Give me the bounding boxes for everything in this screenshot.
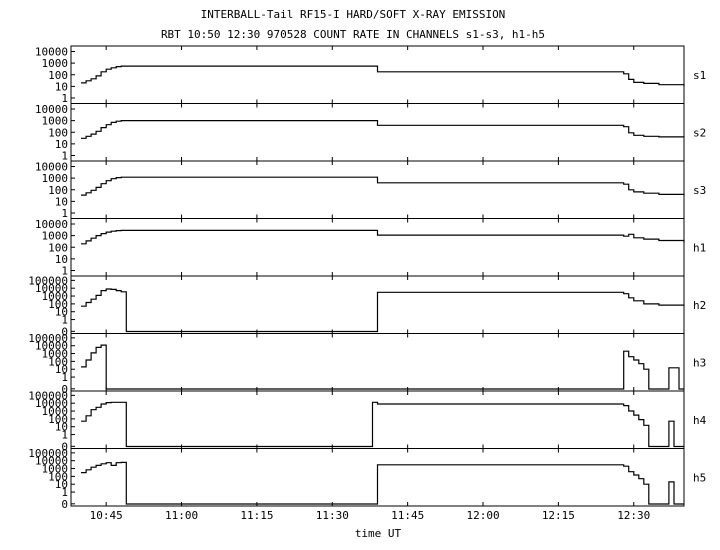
y-tick-label: 100 (48, 298, 68, 311)
y-tick-label: 10000 (35, 397, 68, 410)
y-tick-label: 10000 (35, 45, 68, 58)
panel-label-h1: h1 (693, 241, 706, 254)
y-tick-label: 0 (61, 325, 68, 338)
y-tick-label: 10000 (35, 282, 68, 295)
panel-frame-s2 (70, 103, 685, 162)
y-tick-label: 1000 (42, 115, 69, 128)
panel-frame-s3 (70, 160, 685, 219)
panel-label-h4: h4 (693, 414, 707, 427)
y-tick-label: 10 (55, 478, 68, 491)
panel-frame-h5 (70, 448, 685, 507)
y-tick-label: 1000 (42, 348, 69, 361)
y-tick-label: 100000 (28, 389, 68, 402)
x-tick-label: 11:30 (316, 509, 349, 522)
y-tick-label: 1 (61, 314, 68, 327)
y-tick-label: 10000 (35, 340, 68, 353)
y-tick-label: 100 (48, 470, 68, 483)
y-tick-label: 100000 (28, 447, 68, 460)
y-tick-label: 1 (61, 207, 68, 220)
y-tick-label: 10000 (35, 218, 68, 231)
y-tick-label: 10 (55, 195, 68, 208)
panel-stack: 100001000100101s1100001000100101s2100001… (28, 45, 706, 522)
panel-label-h2: h2 (693, 299, 706, 312)
series-line-h5 (81, 461, 684, 505)
y-tick-label: 10 (55, 421, 68, 434)
x-tick-label: 12:15 (542, 509, 575, 522)
y-tick-label: 1 (61, 150, 68, 163)
panel-frame-h3 (70, 333, 685, 392)
panel-label-s1: s1 (693, 69, 706, 82)
panel-label-s2: s2 (693, 126, 706, 139)
x-tick-label: 11:45 (391, 509, 424, 522)
panel-frame-h1 (70, 218, 685, 277)
x-tick-label: 10:45 (90, 509, 123, 522)
y-tick-label: 10 (55, 253, 68, 266)
y-tick-label: 0 (61, 498, 68, 511)
y-tick-label: 100000 (28, 274, 68, 287)
x-tick-label: 11:15 (240, 509, 273, 522)
x-tick-label: 11:00 (165, 509, 198, 522)
y-tick-label: 100 (48, 241, 68, 254)
y-tick-label: 10 (55, 363, 68, 376)
y-tick-label: 100 (48, 184, 68, 197)
y-tick-label: 10000 (35, 455, 68, 468)
y-tick-label: 10 (55, 80, 68, 93)
series-line-h3 (81, 344, 684, 390)
series-line-s1 (81, 65, 685, 87)
y-tick-label: 100 (48, 126, 68, 139)
x-axis-label: time UT (355, 527, 402, 540)
y-tick-label: 10 (55, 306, 68, 319)
y-tick-label: 0 (61, 440, 68, 453)
y-tick-label: 1 (61, 371, 68, 384)
y-tick-label: 1 (61, 92, 68, 105)
y-tick-label: 1000 (42, 405, 69, 418)
series-line-s2 (81, 120, 685, 139)
panel-label-h3: h3 (693, 356, 706, 369)
x-tick-label: 12:30 (617, 509, 650, 522)
panel-label-s3: s3 (693, 184, 706, 197)
y-tick-label: 1000 (42, 172, 69, 185)
y-tick-label: 1 (61, 265, 68, 278)
panel-label-h5: h5 (693, 471, 706, 484)
y-tick-label: 1 (61, 486, 68, 499)
y-tick-label: 100 (48, 413, 68, 426)
y-tick-label: 100 (48, 69, 68, 82)
y-tick-label: 1000 (42, 463, 69, 476)
panel-frame-s1 (70, 45, 685, 104)
y-tick-label: 10000 (35, 103, 68, 116)
x-tick-label: 12:00 (466, 509, 499, 522)
y-tick-label: 1000 (42, 290, 69, 303)
y-tick-label: 0 (61, 383, 68, 396)
panel-frame-h4 (70, 390, 685, 449)
chart-title: INTERBALL-Tail RF15-I HARD/SOFT X-RAY EM… (201, 8, 506, 21)
chart-subtitle: RBT 10:50 12:30 970528 COUNT RATE IN CHA… (161, 28, 545, 41)
series-line-s3 (81, 176, 685, 196)
y-tick-label: 10 (55, 138, 68, 151)
y-tick-label: 1 (61, 429, 68, 442)
y-tick-label: 1000 (42, 230, 69, 243)
y-tick-label: 1000 (42, 57, 69, 70)
y-tick-label: 100 (48, 355, 68, 368)
series-line-h2 (81, 288, 685, 333)
y-tick-label: 100000 (28, 332, 68, 345)
series-line-h4 (81, 401, 684, 448)
series-line-h1 (81, 229, 685, 245)
y-tick-label: 10000 (35, 160, 68, 173)
